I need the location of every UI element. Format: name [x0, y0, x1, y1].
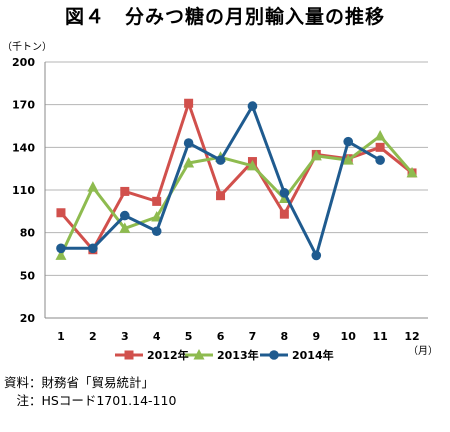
data-point [119, 222, 131, 233]
y-axis-unit-label: （千トン） [2, 41, 52, 53]
y-tick-label: 50 [20, 269, 36, 282]
x-tick-label: 9 [312, 330, 320, 343]
data-point [343, 136, 354, 147]
data-point [406, 166, 418, 178]
data-point [120, 186, 130, 196]
data-point [183, 156, 195, 168]
x-tick-label: 7 [249, 330, 257, 343]
data-point [279, 209, 289, 219]
legend-marker [124, 350, 134, 360]
data-point [310, 149, 322, 161]
data-point [279, 188, 290, 198]
data-point [87, 181, 99, 192]
data-point [56, 208, 66, 218]
x-tick-label: 12 [404, 330, 419, 343]
series-2014年 [56, 101, 385, 261]
y-tick-label: 80 [20, 227, 36, 240]
x-axis-unit-label: （月） [408, 345, 438, 357]
legend-marker [193, 349, 205, 360]
x-tick-label: 11 [372, 330, 387, 343]
x-tick-label: 10 [341, 330, 357, 343]
legend-label: 2013年 [217, 348, 259, 362]
y-tick-label: 20 [20, 312, 36, 325]
source-note: 資料：財務省「貿易統計」 注：HSコード1701.14-110 [4, 374, 176, 410]
legend-label: 2014年 [292, 348, 334, 362]
x-tick-label: 1 [57, 330, 65, 343]
data-point [247, 101, 258, 111]
chart-title: 図４ 分みつ糖の月別輸入量の推移 [64, 6, 385, 28]
x-tick-label: 6 [217, 330, 225, 343]
legend-marker [269, 350, 279, 360]
data-point [342, 154, 354, 165]
note-line: 注：HSコード1701.14-110 [4, 393, 177, 408]
data-point [375, 142, 385, 152]
legend-label: 2012年 [147, 348, 189, 362]
data-point [184, 98, 194, 108]
x-tick-label: 4 [153, 330, 161, 343]
data-point [152, 196, 162, 206]
source-line: 資料：財務省「貿易統計」 [4, 375, 155, 390]
x-tick-label: 2 [89, 330, 97, 343]
gridlines [45, 61, 428, 319]
legend-item: 2012年 [115, 348, 189, 362]
data-point [119, 210, 130, 221]
y-tick-label: 200 [12, 56, 35, 69]
data-point [215, 155, 226, 165]
data-point [375, 155, 385, 165]
data-point [151, 226, 162, 237]
x-tick-label: 8 [281, 330, 289, 343]
data-point [183, 138, 194, 148]
y-tick-label: 170 [12, 99, 35, 112]
y-tick-label: 140 [12, 141, 35, 154]
data-point [151, 211, 163, 222]
legend-item: 2014年 [260, 348, 334, 362]
data-point [56, 243, 66, 254]
data-point [88, 243, 98, 254]
y-tick-label: 110 [12, 184, 35, 197]
series-lines [55, 98, 418, 261]
data-point [216, 191, 226, 201]
data-point [311, 250, 322, 261]
data-point [374, 129, 386, 141]
x-tick-label: 3 [121, 330, 129, 343]
axes [44, 62, 428, 319]
data-point [55, 249, 67, 260]
legend: 2012年 2013年 2014年 [115, 348, 334, 362]
x-tick-label: 5 [185, 330, 193, 343]
data-point [246, 159, 258, 171]
legend-item: 2013年 [185, 348, 259, 362]
